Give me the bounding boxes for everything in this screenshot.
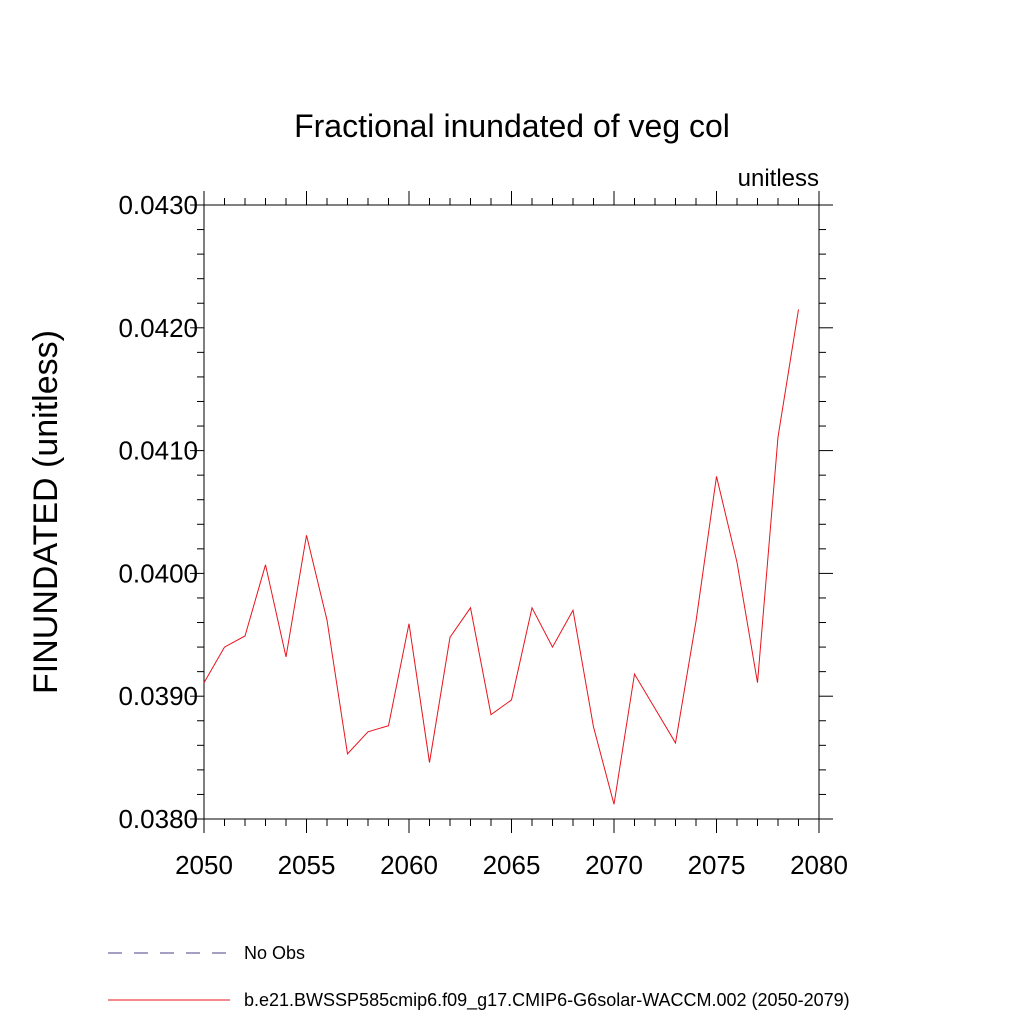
legend-label-no-obs: No Obs <box>244 943 305 963</box>
y-tick-label: 0.0430 <box>118 190 198 220</box>
x-tick-label: 2060 <box>380 850 438 880</box>
x-tick-label: 2050 <box>175 850 233 880</box>
series-line-model-run <box>203 309 799 805</box>
axis-ticks <box>190 191 833 833</box>
plot-frame <box>203 204 820 820</box>
y-tick-label: 0.0390 <box>118 681 198 711</box>
y-axis-label: FINUNDATED (unitless) <box>27 330 65 694</box>
x-tick-label: 2075 <box>688 850 746 880</box>
x-tick-labels: 2050 2055 2060 2065 2070 2075 2080 <box>175 850 848 880</box>
x-tick-label: 2070 <box>585 850 643 880</box>
x-tick-label: 2055 <box>278 850 336 880</box>
x-tick-label: 2065 <box>483 850 541 880</box>
legend: No Obs b.e21.BWSSP585cmip6.f09_g17.CMIP6… <box>108 943 850 1011</box>
units-label: unitless <box>738 165 819 192</box>
legend-label-model-run: b.e21.BWSSP585cmip6.f09_g17.CMIP6-G6sola… <box>244 990 850 1011</box>
x-tick-label: 2080 <box>790 850 848 880</box>
y-tick-labels: 0.0380 0.0390 0.0400 0.0410 0.0420 0.0430 <box>118 190 198 834</box>
series-lines <box>203 309 799 805</box>
y-tick-label: 0.0410 <box>118 436 198 466</box>
y-tick-label: 0.0420 <box>118 313 198 343</box>
y-tick-label: 0.0400 <box>118 558 198 588</box>
y-tick-label: 0.0380 <box>118 804 198 834</box>
chart-title: Fractional inundated of veg col <box>294 108 730 144</box>
